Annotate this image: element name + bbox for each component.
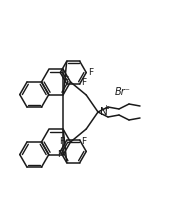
Text: N: N	[100, 107, 108, 117]
Text: Br⁻: Br⁻	[115, 87, 131, 97]
Text: F: F	[81, 137, 86, 146]
Text: F: F	[81, 78, 86, 87]
Text: F: F	[57, 150, 62, 159]
Text: F: F	[88, 68, 93, 77]
Text: +: +	[103, 103, 109, 112]
Text: F: F	[59, 137, 64, 146]
Text: F: F	[63, 76, 68, 85]
